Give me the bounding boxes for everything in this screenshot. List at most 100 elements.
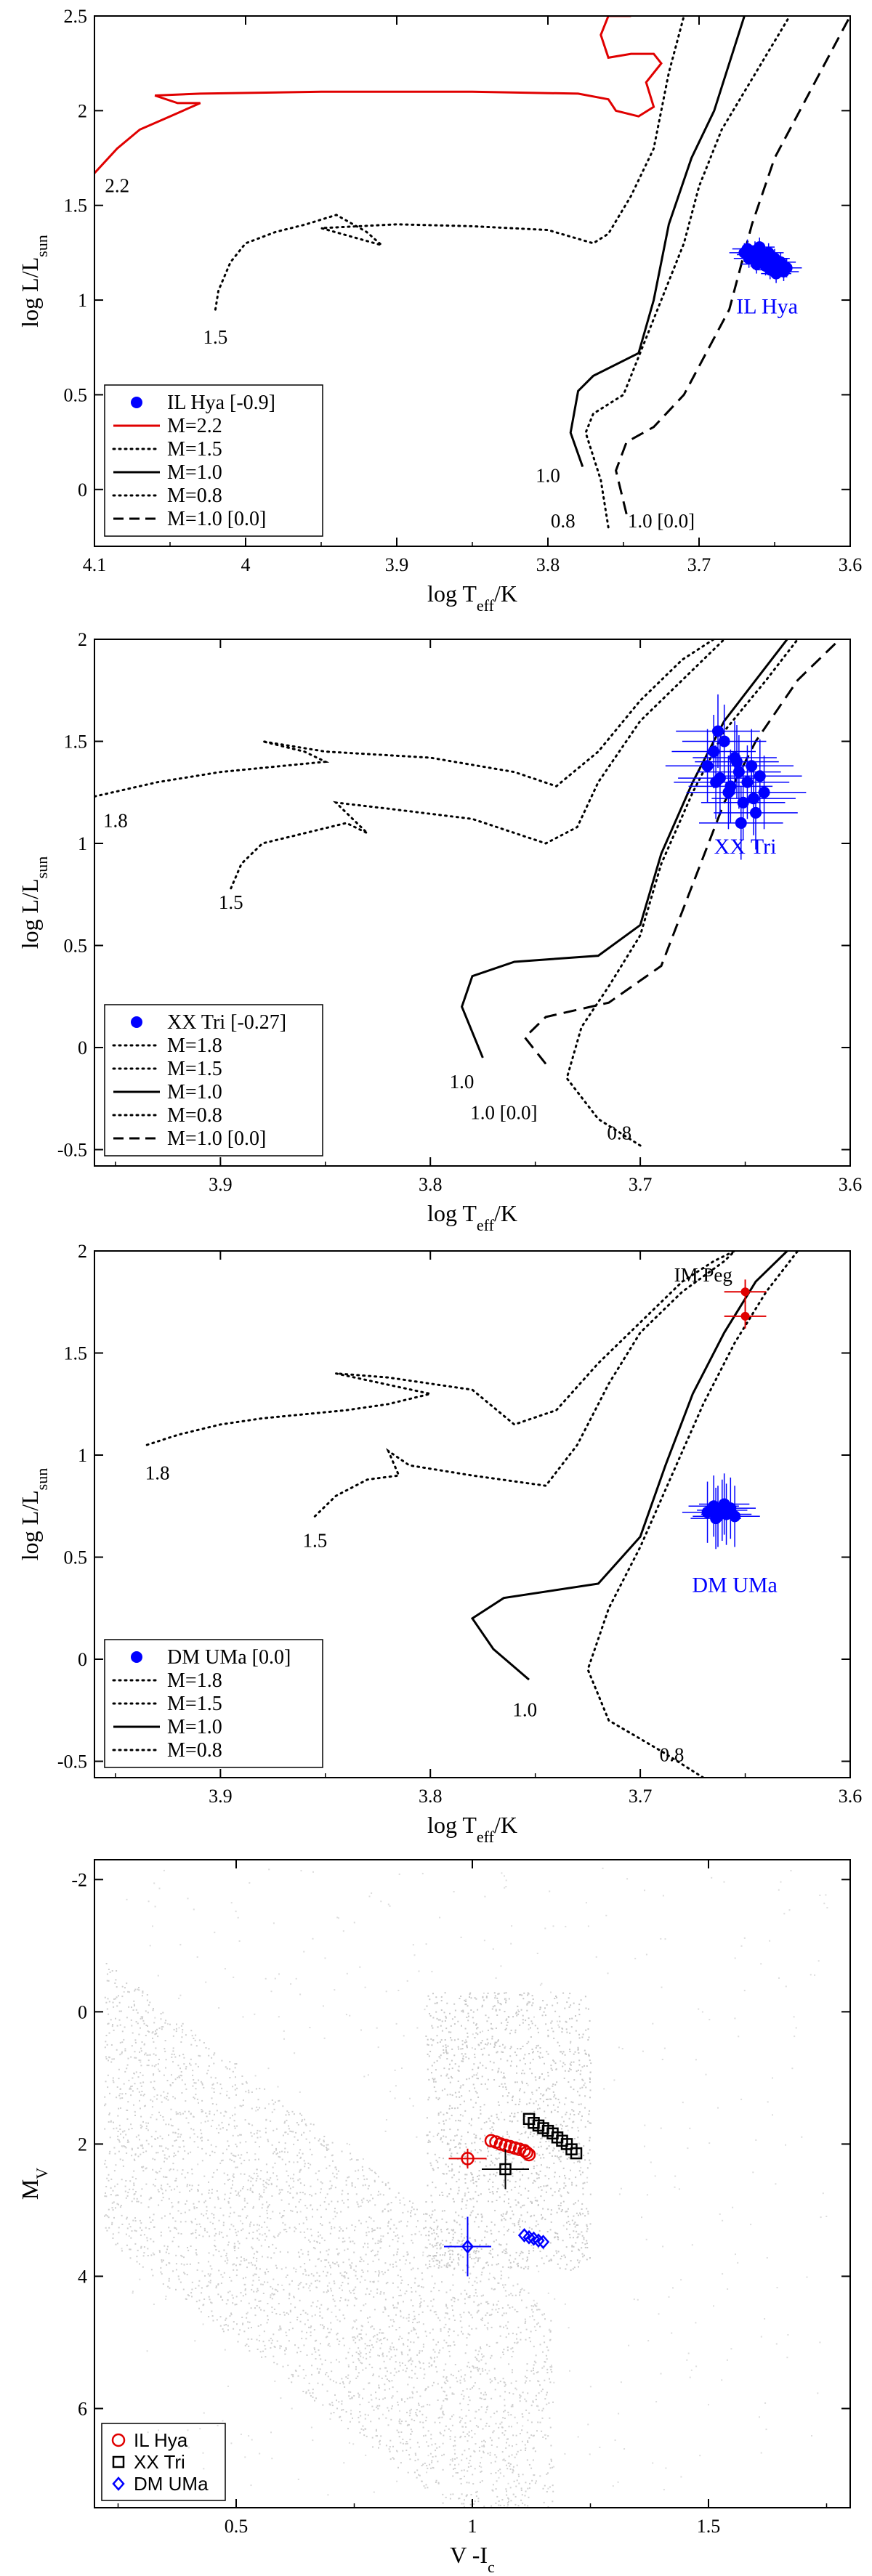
field-star: [285, 2331, 287, 2333]
field-star: [203, 2175, 206, 2177]
field-star: [200, 2081, 202, 2083]
field-star: [443, 2369, 445, 2371]
field-star: [579, 2073, 581, 2075]
field-star: [179, 2146, 181, 2148]
field-star: [524, 2318, 526, 2320]
field-star: [235, 2143, 237, 2145]
field-star: [299, 2314, 302, 2315]
field-star: [126, 2227, 129, 2229]
field-star: [425, 2213, 427, 2215]
y-tick-label: 0: [78, 479, 87, 501]
field-star: [132, 2090, 134, 2092]
field-star: [208, 2252, 210, 2254]
field-star: [531, 2309, 533, 2311]
field-star: [368, 2168, 371, 2170]
field-star: [335, 2381, 337, 2383]
field-star: [406, 2397, 408, 2399]
field-star: [493, 2043, 496, 2045]
field-star: [212, 2254, 214, 2256]
field-star: [251, 2246, 253, 2248]
field-star: [531, 2049, 533, 2050]
field-star: [324, 2259, 326, 2261]
field-star: [472, 2483, 475, 2485]
field-star: [324, 2156, 326, 2158]
field-star: [530, 2370, 533, 2372]
field-star: [138, 2091, 140, 2093]
field-star: [106, 2215, 108, 2217]
field-star: [518, 2139, 520, 2141]
field-star: [548, 2178, 550, 2180]
field-star: [454, 2107, 456, 2110]
field-star: [372, 2336, 374, 2338]
field-star: [431, 2232, 433, 2235]
field-star: [435, 2479, 437, 2482]
field-star: [248, 2123, 249, 2125]
field-star: [233, 2247, 235, 2249]
field-star: [500, 2151, 502, 2153]
field-star: [376, 2341, 378, 2343]
field-star: [126, 2141, 129, 2143]
field-star: [249, 2175, 251, 2177]
field-star: [252, 2275, 254, 2277]
field-star: [480, 2373, 482, 2375]
field-star: [481, 2272, 483, 2274]
field-star: [562, 2065, 564, 2067]
field-star: [474, 2433, 476, 2435]
field-star: [445, 2163, 447, 2166]
field-star: [115, 2164, 117, 2166]
field-star: [544, 2313, 545, 2315]
field-star: [195, 2082, 197, 2084]
field-star: [349, 2421, 351, 2423]
field-star: [130, 2019, 132, 2021]
field-star: [514, 2199, 517, 2201]
field-star: [116, 2025, 118, 2027]
field-star: [568, 2081, 570, 2083]
field-star: [509, 2392, 511, 2394]
field-star: [166, 2158, 168, 2160]
field-star: [171, 2056, 173, 2058]
field-star: [545, 2089, 547, 2091]
field-star: [418, 2360, 420, 2362]
field-star: [221, 2059, 223, 2062]
field-star: [134, 2217, 136, 2219]
field-star: [425, 2201, 427, 2203]
field-star: [577, 2200, 579, 2202]
field-star: [399, 2202, 401, 2204]
field-star: [372, 2198, 374, 2200]
field-star: [307, 2163, 310, 2164]
field-star: [168, 2123, 170, 2126]
field-star: [387, 2222, 389, 2224]
field-star: [114, 1982, 116, 1984]
field-star: [182, 2169, 184, 2171]
field-star: [547, 2036, 549, 2038]
field-star: [190, 2128, 193, 2130]
field-star: [486, 2327, 488, 2329]
field-star: [456, 2242, 459, 2244]
field-star: [464, 2302, 466, 2304]
field-star: [439, 2349, 441, 2352]
field-star: [357, 2375, 359, 2378]
field-star: [345, 2411, 347, 2413]
field-star: [271, 2293, 273, 2295]
field-star: [285, 2347, 287, 2349]
field-star: [499, 2472, 501, 2474]
field-star: [546, 2368, 549, 2370]
field-star: [525, 2490, 527, 2492]
field-star: [462, 2058, 464, 2060]
field-star: [428, 2078, 430, 2081]
field-star: [179, 2221, 182, 2223]
field-star: [578, 2037, 581, 2039]
field-star: [367, 2263, 369, 2265]
field-star: [560, 2051, 562, 2053]
field-star: [160, 2018, 162, 2020]
field-star: [192, 2070, 194, 2072]
field-star: [587, 2008, 589, 2010]
field-star: [245, 2091, 247, 2093]
field-star: [392, 2457, 394, 2459]
field-star: [387, 2424, 389, 2426]
field-star: [198, 2262, 200, 2264]
field-star: [553, 2096, 555, 2098]
field-star: [532, 2058, 534, 2060]
field-star: [587, 2211, 589, 2213]
field-star: [260, 2170, 262, 2172]
